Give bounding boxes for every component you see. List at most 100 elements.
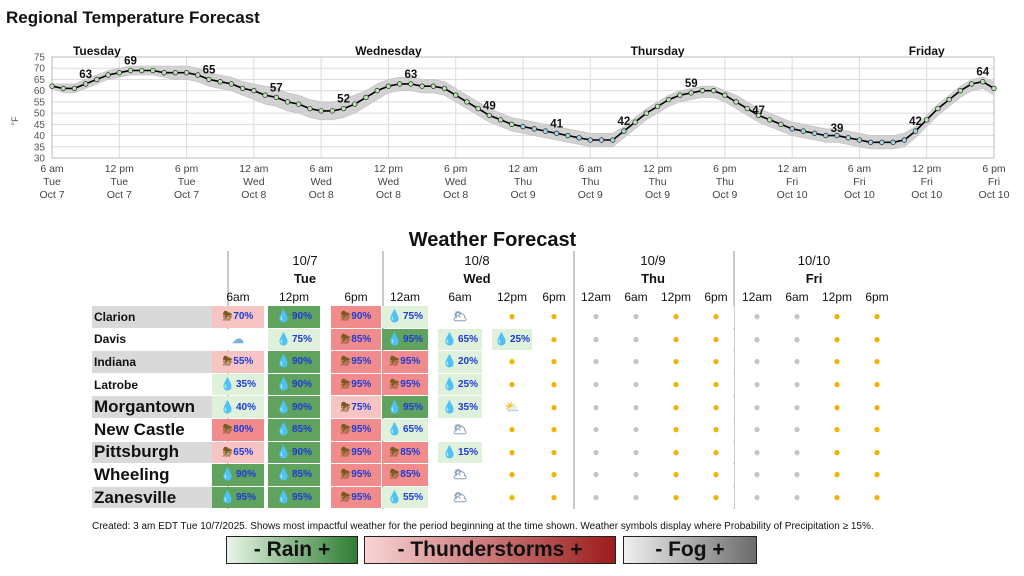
moon-icon: ● bbox=[793, 354, 801, 369]
x-tick-label: 6 am bbox=[848, 163, 872, 175]
data-point bbox=[957, 88, 964, 94]
data-point bbox=[453, 92, 459, 98]
moon-icon: ● bbox=[753, 331, 761, 346]
sun-icon: ● bbox=[712, 444, 720, 459]
time-header: 12pm bbox=[660, 290, 692, 304]
raindrop-icon: 💧 bbox=[276, 422, 291, 437]
thunderstorm-icon: ⛈ bbox=[340, 309, 351, 324]
raindrop-icon: 💧 bbox=[442, 331, 457, 346]
data-point bbox=[441, 85, 448, 92]
raindrop-icon: 💧 bbox=[387, 309, 402, 324]
data-point bbox=[823, 132, 829, 139]
x-tick-label: Oct 9 bbox=[510, 189, 535, 201]
data-point bbox=[924, 117, 930, 123]
forecast-cell: ● bbox=[578, 419, 614, 441]
forecast-cell: 💧 85% bbox=[268, 464, 320, 486]
y-tick-label: 40 bbox=[34, 131, 46, 142]
data-label: 42 bbox=[618, 116, 631, 128]
forecast-cell: ● bbox=[819, 351, 855, 373]
time-header: 12am bbox=[741, 290, 773, 304]
moon-icon: ● bbox=[793, 444, 801, 459]
forecast-cell: ● bbox=[657, 351, 695, 373]
forecast-cell: ● bbox=[779, 441, 815, 464]
data-point bbox=[486, 112, 493, 119]
thunderstorm-icon: ⛈ bbox=[340, 444, 351, 459]
data-point bbox=[284, 99, 291, 105]
data-point bbox=[374, 88, 380, 94]
x-tick-label: 6 am bbox=[579, 163, 603, 175]
sun-icon: ● bbox=[712, 354, 720, 369]
sun-icon: ● bbox=[550, 399, 558, 414]
forecast-cell: 🌥 bbox=[438, 486, 482, 509]
precip-percent: 35% bbox=[457, 401, 478, 413]
forecast-cell: ⛈ 85% bbox=[382, 464, 428, 486]
data-point bbox=[251, 88, 257, 94]
data-point bbox=[789, 126, 795, 132]
forecast-cell: 🌥 bbox=[438, 464, 482, 486]
precip-percent: 90% bbox=[291, 446, 312, 458]
y-tick-label: 60 bbox=[34, 86, 46, 97]
forecast-cell: ● bbox=[698, 328, 734, 351]
forecast-cell: ● bbox=[492, 486, 532, 509]
sun-icon: ● bbox=[712, 331, 720, 346]
moon-icon: ● bbox=[793, 467, 801, 482]
data-point bbox=[879, 139, 885, 145]
forecast-cell: ● bbox=[578, 328, 614, 351]
forecast-cell: 🌥 bbox=[438, 419, 482, 441]
precip-percent: 90% bbox=[351, 311, 372, 323]
precip-percent: 20% bbox=[457, 356, 478, 368]
cloud-icon: ☁ bbox=[232, 331, 244, 346]
raindrop-icon: 💧 bbox=[494, 331, 509, 346]
x-tick-label: Oct 10 bbox=[777, 189, 808, 201]
moon-icon: ● bbox=[592, 377, 600, 392]
forecast-cell: ● bbox=[779, 373, 815, 396]
forecast-cell: ● bbox=[578, 441, 614, 464]
sun-icon: ● bbox=[508, 490, 516, 505]
precip-percent: 75% bbox=[291, 333, 312, 345]
forecast-cell: ● bbox=[819, 419, 855, 441]
forecast-cell: ● bbox=[536, 464, 572, 486]
day-name-header: Thu bbox=[641, 271, 665, 286]
x-tick-label: 6 pm bbox=[713, 163, 737, 175]
data-point bbox=[419, 83, 425, 89]
data-point bbox=[666, 96, 672, 103]
forecast-cell: ● bbox=[698, 306, 734, 328]
forecast-cell: ⛈ 95% bbox=[331, 486, 381, 509]
precip-percent: 65% bbox=[233, 446, 254, 458]
raindrop-icon: 💧 bbox=[220, 399, 235, 414]
sun-icon: ● bbox=[672, 377, 680, 392]
sun-icon: ● bbox=[672, 422, 680, 437]
forecast-cell: ● bbox=[578, 373, 614, 396]
day-name-header: Fri bbox=[805, 271, 823, 286]
time-header: 6am bbox=[785, 290, 809, 304]
day-name-header: Wed bbox=[463, 271, 491, 286]
forecast-cell: 💧 25% bbox=[438, 373, 482, 396]
forecast-cell: ● bbox=[739, 396, 775, 418]
sun-icon: ● bbox=[550, 377, 558, 392]
sun-icon: ● bbox=[672, 399, 680, 414]
sun-icon: ● bbox=[712, 309, 720, 324]
moon-icon: ● bbox=[632, 354, 640, 369]
data-point bbox=[340, 105, 347, 112]
data-point bbox=[621, 128, 627, 134]
forecast-cell: ● bbox=[536, 328, 572, 351]
sun-icon: ● bbox=[508, 377, 516, 392]
moon-icon: ● bbox=[632, 467, 640, 482]
thunderstorm-icon: ⛈ bbox=[222, 354, 233, 369]
data-point bbox=[968, 81, 975, 87]
forecast-cell: 💧 20% bbox=[438, 351, 482, 373]
location-name: New Castle bbox=[92, 419, 225, 441]
data-point bbox=[867, 139, 874, 145]
x-tick-label: Oct 8 bbox=[443, 189, 468, 201]
data-point bbox=[116, 70, 122, 76]
fog-icon: 🌥 bbox=[452, 309, 468, 324]
x-tick-label: Oct 10 bbox=[979, 189, 1010, 201]
forecast-cell: ⛈ 95% bbox=[331, 419, 381, 441]
thunderstorm-icon: ⛈ bbox=[222, 309, 233, 324]
x-tick-label: Oct 8 bbox=[241, 189, 266, 201]
forecast-cell: ● bbox=[698, 441, 734, 464]
data-point bbox=[329, 108, 336, 114]
forecast-cell: ● bbox=[578, 486, 614, 509]
x-tick-label: Wed bbox=[243, 176, 265, 188]
